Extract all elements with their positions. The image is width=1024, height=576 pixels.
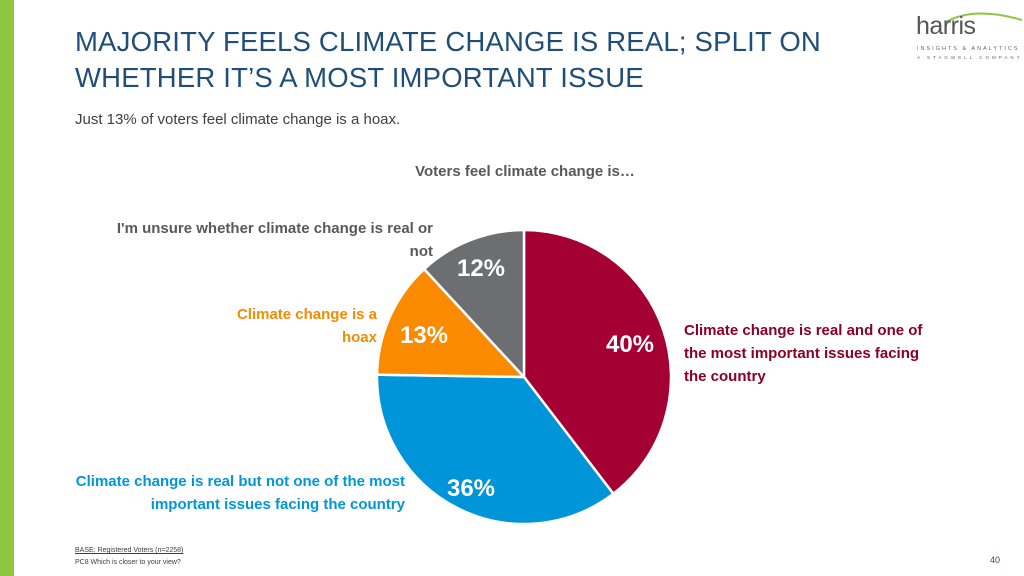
logo-line1: INSIGHTS & ANALYTICS — [917, 46, 1020, 52]
harris-logo: harris INSIGHTS & ANALYTICS A STAGWELL C… — [914, 6, 1024, 62]
chart-title: Voters feel climate change is… — [415, 163, 635, 180]
footnote-question: PC8 Which is closer to your view? — [75, 559, 181, 566]
pie-slice-real-not — [375, 373, 616, 526]
category-label-hoax: Climate change is a hoax — [236, 306, 377, 346]
page-number: 40 — [990, 555, 1001, 565]
pct-label-real-important: 40% — [606, 331, 654, 358]
logo-line2: A STAGWELL COMPANY — [917, 55, 1023, 60]
category-label-real-not: Climate change is real but not one of th… — [75, 473, 405, 513]
footnote: BASE: Registered Voters (n=2258) PC8 Whi… — [75, 545, 183, 569]
pie-slice-unsure — [422, 228, 526, 381]
category-label-real-important: Climate change is real and one of the mo… — [684, 322, 923, 385]
slide-title: MAJORITY FEELS CLIMATE CHANGE IS REAL; S… — [75, 26, 821, 93]
pct-label-unsure: 12% — [457, 255, 505, 282]
logo-swoosh-icon — [945, 12, 1023, 23]
category-label-unsure: I'm unsure whether climate change is rea… — [116, 220, 433, 260]
pie-slice-hoax — [375, 267, 527, 379]
footnote-base: BASE: Registered Voters (n=2258) — [75, 547, 184, 554]
slide-subtitle: Just 13% of voters feel climate change i… — [75, 111, 401, 128]
pct-label-real-not: 36% — [447, 475, 495, 502]
logo-brand: harris — [916, 12, 976, 40]
pie-slice-real-important — [522, 228, 673, 496]
accent-bar — [0, 0, 14, 576]
pct-label-hoax: 13% — [400, 322, 448, 349]
